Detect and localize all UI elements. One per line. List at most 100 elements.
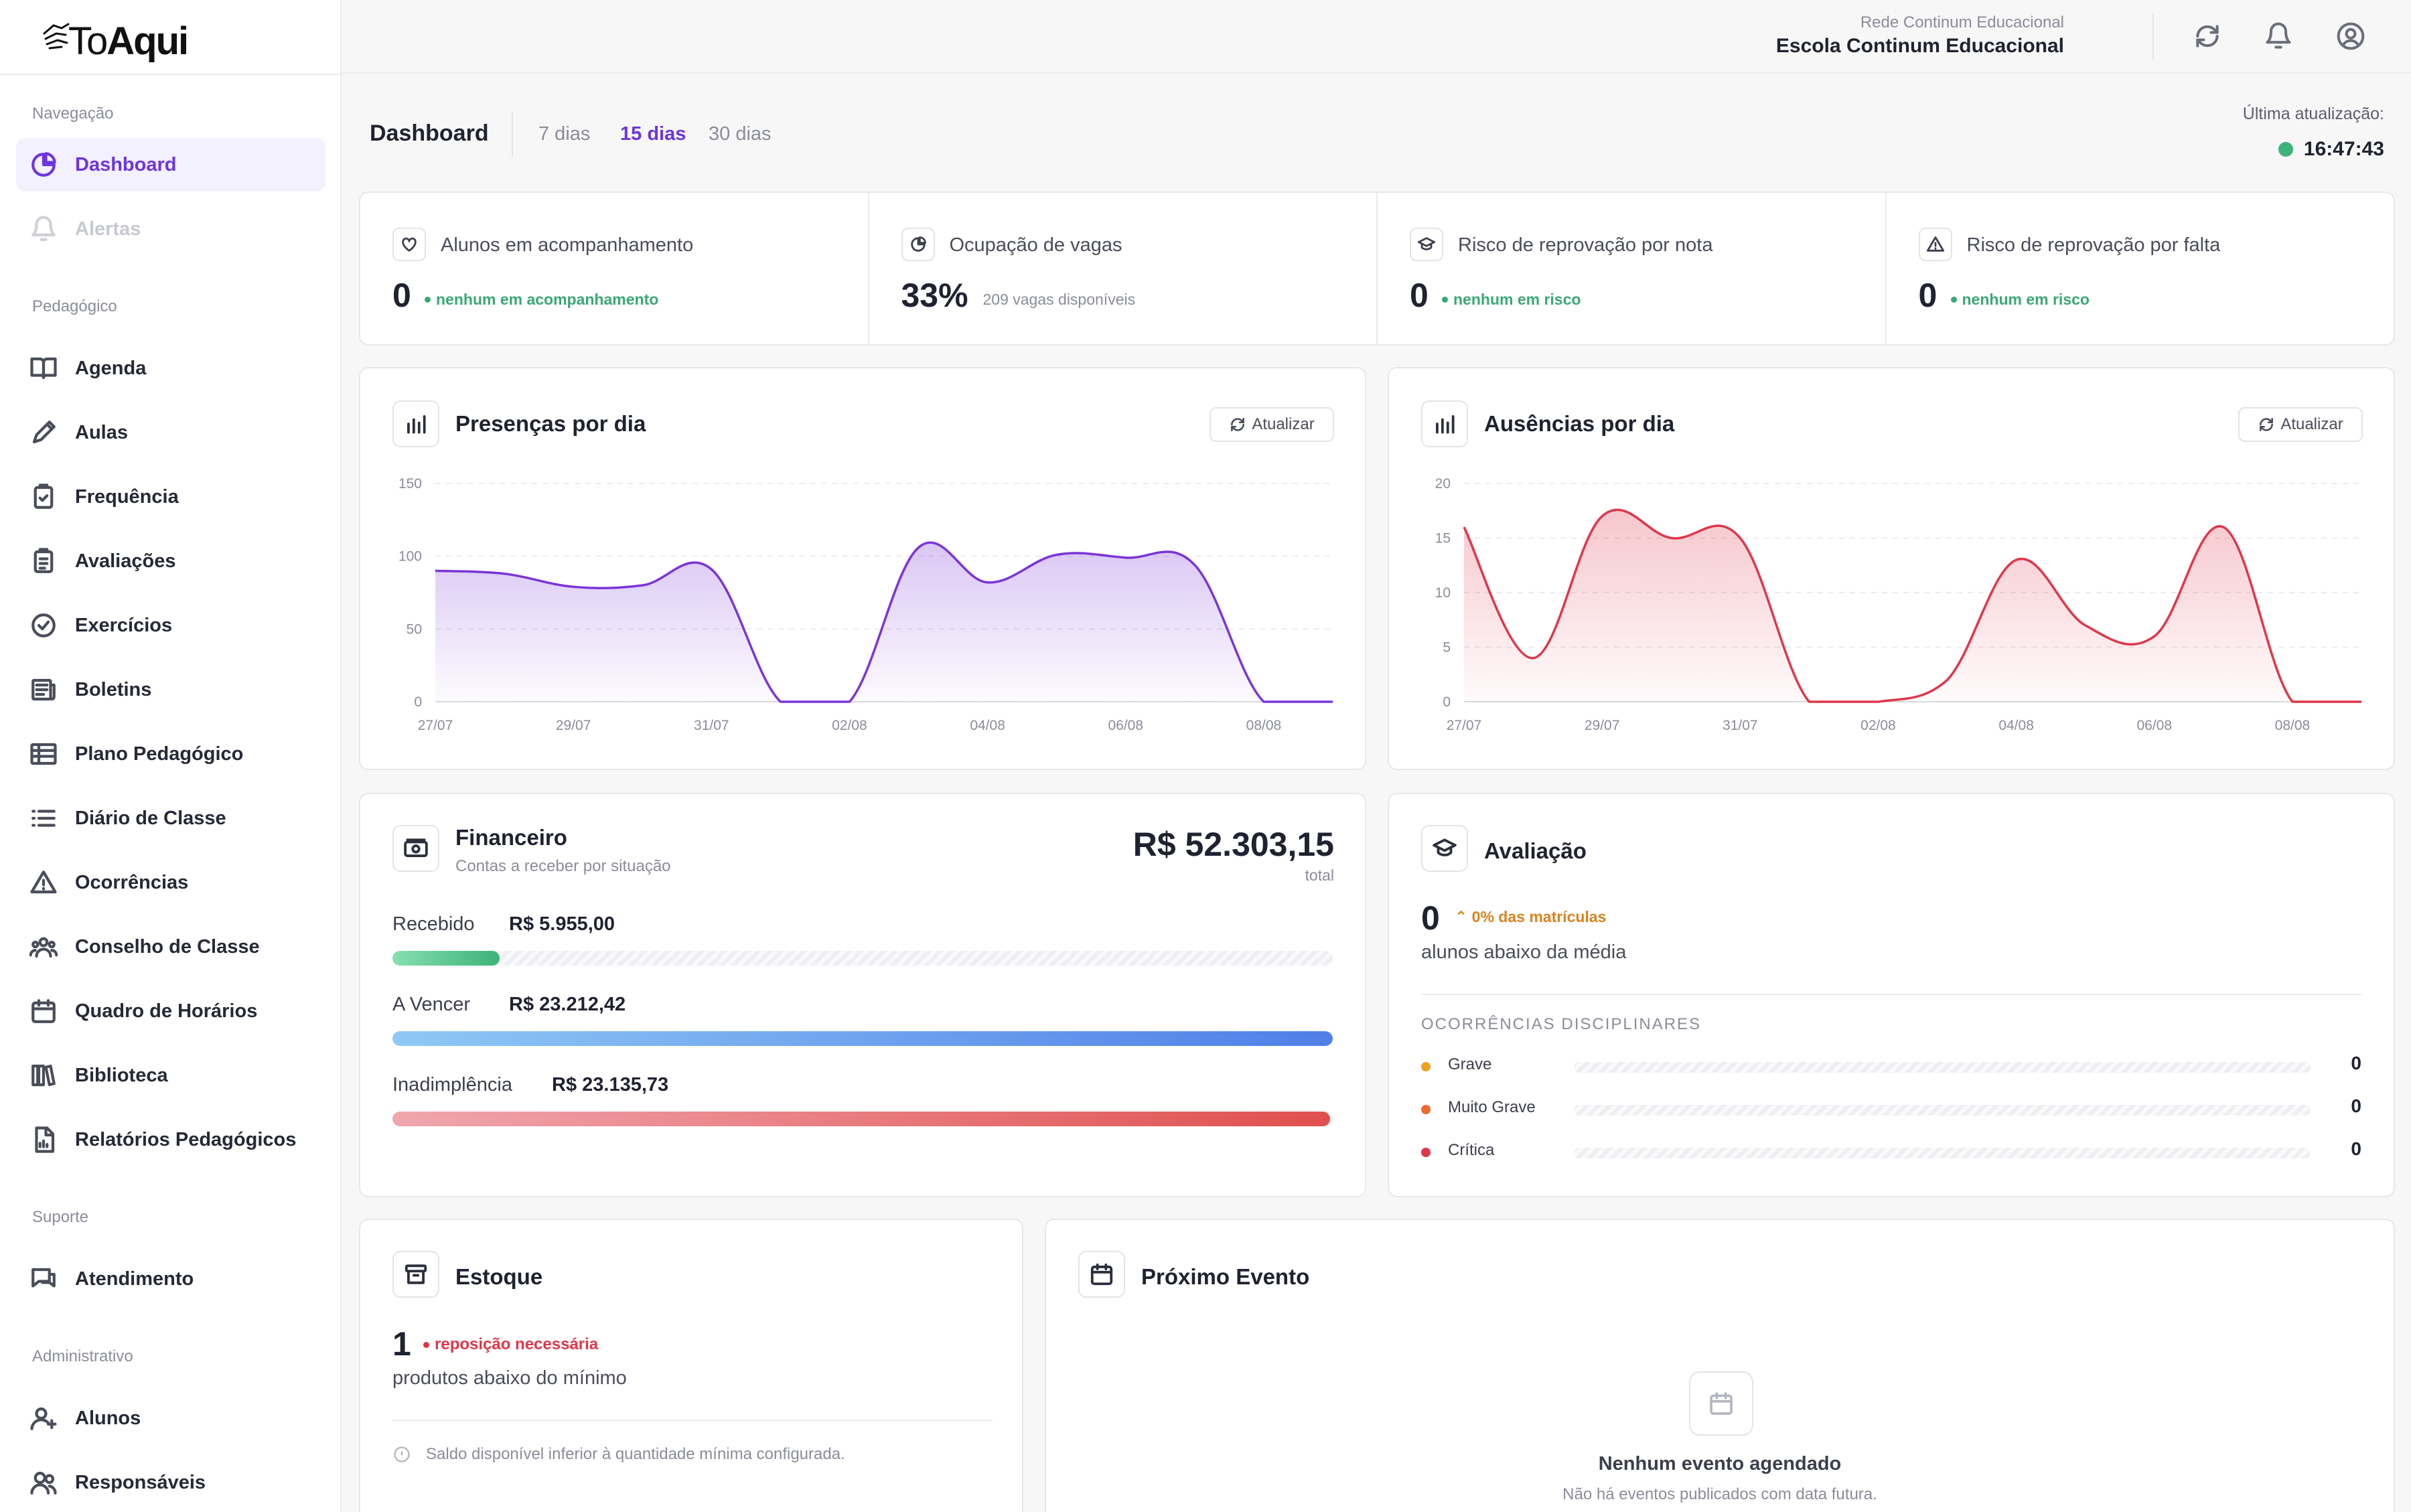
sidebar-item-label: Frequência (75, 485, 179, 508)
card-title: Financeiro (455, 825, 567, 850)
archive-icon (392, 1251, 439, 1298)
refresh-label: Atualizar (1252, 415, 1315, 433)
sidebar-item-alunos[interactable]: Alunos (16, 1391, 325, 1445)
newspaper-icon (28, 674, 59, 705)
empty-subtitle: Não há eventos publicados com data futur… (1562, 1485, 1877, 1503)
a-vencer-bar-fill (392, 1031, 1333, 1046)
user-circle-icon (2337, 22, 2365, 50)
pie-chart-icon (28, 149, 59, 180)
sidebar-item-responsaveis[interactable]: Responsáveis (16, 1456, 325, 1509)
sidebar-item-aulas[interactable]: Aulas (16, 406, 325, 459)
sidebar-item-label: Biblioteca (75, 1064, 168, 1086)
sidebar-item-frequencia[interactable]: Frequência (16, 470, 325, 524)
tab-7-dias[interactable]: 7 dias (538, 123, 591, 145)
money-icon (392, 825, 439, 872)
sidebar-item-boletins[interactable]: Boletins (16, 663, 325, 716)
sidebar-item-conselho-de-classe[interactable]: Conselho de Classe (16, 920, 325, 974)
info-icon (394, 1446, 410, 1462)
sidebar-section-navegacao: Navegação (32, 104, 114, 123)
ocorrencias-title: OCORRÊNCIAS DISCIPLINARES (1421, 1015, 1702, 1033)
sidebar-item-quadro-de-horarios[interactable]: Quadro de Horários (16, 984, 325, 1038)
tab-30-dias[interactable]: 30 dias (709, 123, 772, 145)
sidebar-item-label: Atendimento (75, 1268, 194, 1290)
sidebar-item-relatorios-pedagogicos[interactable]: Relatórios Pedagógicos (16, 1113, 325, 1166)
users-group-icon (28, 931, 59, 962)
occ-value: 0 (2351, 1138, 2361, 1159)
trend-up-icon: ⌃ (1455, 908, 1472, 925)
sidebar-item-label: Agenda (75, 357, 147, 379)
recebido-bar-fill (392, 951, 500, 966)
sidebar-item-label: Aulas (75, 421, 128, 443)
kpi-alunos-acompanhamento[interactable]: Alunos em acompanhamento 0 nenhum em aco… (360, 193, 869, 344)
kpi-subtitle: nenhum em risco (1442, 291, 1581, 309)
avaliacao-value: 0 (1421, 899, 1440, 937)
notifications-button[interactable] (2261, 19, 2296, 54)
y-tick-label: 20 (1435, 476, 1451, 492)
avaliacao-badge-text: 0% das matrículas (1471, 908, 1607, 925)
kpi-risco-nota[interactable]: Risco de reprovação por nota 0 nenhum em… (1378, 193, 1887, 344)
sidebar-item-diario-de-classe[interactable]: Diário de Classe (16, 791, 325, 845)
estoque-desc: produtos abaixo do mínimo (392, 1367, 627, 1389)
sidebar-section-administrativo: Administrativo (32, 1347, 133, 1365)
graduation-cap-icon (1410, 228, 1443, 261)
card-title: Próximo Evento (1141, 1264, 1310, 1289)
x-tick-label: 06/08 (1108, 718, 1143, 733)
library-icon (28, 1060, 59, 1091)
bar-chart-icon (1421, 400, 1468, 447)
x-tick-label: 02/08 (832, 718, 867, 733)
x-tick-label: 02/08 (1860, 718, 1896, 733)
status-dot (1442, 297, 1448, 303)
sidebar-item-alertas[interactable]: Alertas (16, 202, 325, 256)
kpi-risco-falta[interactable]: Risco de reprovação por falta 0 nenhum e… (1887, 193, 2394, 344)
sidebar-item-label: Diário de Classe (75, 807, 226, 829)
divider (392, 1420, 993, 1421)
x-tick-label: 29/07 (1585, 718, 1620, 733)
x-tick-label: 29/07 (556, 718, 591, 733)
report-icon (28, 1124, 59, 1155)
check-circle-icon (28, 610, 59, 641)
y-tick-label: 0 (1443, 694, 1451, 710)
profile-button[interactable] (2333, 19, 2368, 54)
logo-text: ToAqui (68, 19, 189, 63)
card-title: Estoque (455, 1264, 543, 1289)
x-tick-label: 08/08 (1246, 718, 1282, 733)
grave-track (1574, 1062, 2311, 1073)
kpi-subtitle-text: nenhum em risco (1453, 291, 1581, 308)
financeiro-total-label: total (1305, 866, 1334, 884)
muito-grave-track (1574, 1105, 2311, 1116)
kpi-value: 33% (901, 277, 968, 314)
kpi-title: Risco de reprovação por falta (1966, 234, 2221, 256)
refresh-icon (2260, 418, 2274, 431)
refresh-presencas-button[interactable]: Atualizar (1210, 407, 1334, 442)
sidebar-item-atendimento[interactable]: Atendimento (16, 1252, 325, 1306)
sidebar-item-plano-pedagogico[interactable]: Plano Pedagógico (16, 727, 325, 781)
tab-15-dias[interactable]: 15 dias (620, 123, 686, 145)
recebido-bar (392, 951, 1333, 966)
card-subtitle: Contas a receber por situação (455, 857, 671, 875)
sidebar-item-avaliacoes[interactable]: Avaliações (16, 534, 325, 588)
x-tick-label: 08/08 (2275, 718, 2311, 733)
avaliacao-desc: alunos abaixo da média (1421, 941, 1627, 963)
school-name[interactable]: Escola Continum Educacional (1775, 35, 2064, 57)
sidebar-item-biblioteca[interactable]: Biblioteca (16, 1049, 325, 1102)
estoque-card: Estoque 1 reposição necessária produtos … (359, 1219, 1023, 1512)
inadimplencia-bar-fill (392, 1112, 1330, 1126)
logo[interactable]: ToAqui (42, 15, 196, 63)
series-area (1464, 510, 2361, 702)
inadimplencia-bar (392, 1112, 1333, 1126)
kpi-ocupacao-vagas[interactable]: Ocupação de vagas 33% 209 vagas disponív… (869, 193, 1378, 344)
refresh-ausencias-button[interactable]: Atualizar (2238, 407, 2363, 442)
list-icon (28, 803, 59, 834)
x-tick-label: 04/08 (970, 718, 1005, 733)
sidebar-item-dashboard[interactable]: Dashboard (16, 138, 325, 192)
sidebar-item-label: Boletins (75, 678, 152, 700)
sidebar-item-ocorrencias[interactable]: Ocorrências (16, 856, 325, 909)
sidebar-item-agenda[interactable]: Agenda (16, 342, 325, 395)
graduation-cap-icon (1421, 825, 1468, 872)
sync-button[interactable] (2190, 19, 2225, 54)
x-tick-label: 31/07 (694, 718, 729, 733)
kpi-title: Ocupação de vagas (949, 234, 1122, 256)
series-line (1463, 508, 2361, 703)
occ-value: 0 (2351, 1095, 2361, 1116)
sidebar-item-exercicios[interactable]: Exercícios (16, 599, 325, 652)
